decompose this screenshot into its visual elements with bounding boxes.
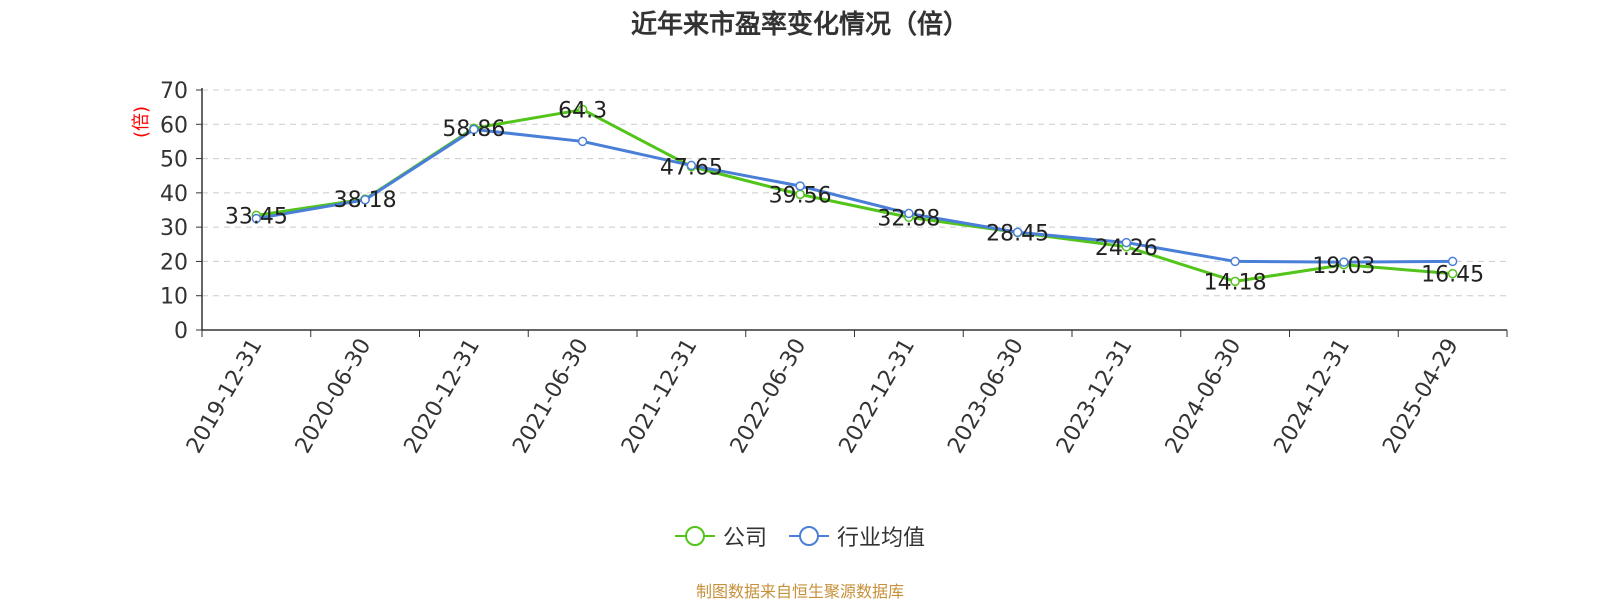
series-line-1 xyxy=(256,127,1453,264)
data-point xyxy=(577,136,588,147)
y-tick-label: 0 xyxy=(174,319,188,344)
y-tick-label: 20 xyxy=(160,250,188,275)
data-point xyxy=(686,160,697,171)
data-label: 58.86 xyxy=(442,117,505,142)
y-tick-label: 60 xyxy=(160,113,188,138)
data-label: 28.45 xyxy=(986,221,1049,246)
legend: 公司 行业均值 xyxy=(0,520,1600,552)
data-point xyxy=(795,181,805,191)
y-axis-label: (倍) xyxy=(131,106,152,138)
data-label: 24.26 xyxy=(1095,236,1158,261)
x-tick-label: 2021-06-30 xyxy=(508,335,594,458)
series-line-0 xyxy=(256,108,1453,283)
axes: 0 10 20 30 40 50 60 70 (倍) 2019-12-31 2020-06-30 20… xyxy=(131,79,1508,458)
data-point xyxy=(1012,227,1023,238)
x-tick-label: 2021-12-31 xyxy=(617,335,703,458)
data-label: 16.45 xyxy=(1421,263,1484,288)
data-label: 47.65 xyxy=(660,156,723,181)
x-tick-label: 2024-12-31 xyxy=(1269,335,1355,458)
legend-industry-icon xyxy=(789,526,829,546)
data-label: 38.18 xyxy=(334,188,397,213)
data-point xyxy=(1121,237,1132,248)
x-tick-label: 2023-06-30 xyxy=(943,335,1029,458)
x-tick-label: 2020-06-30 xyxy=(291,335,377,458)
legend-item-industry[interactable]: 行业均值 xyxy=(789,520,925,552)
x-tick-label: 2019-12-31 xyxy=(182,335,268,458)
data-point xyxy=(1447,268,1458,279)
y-tick-label: 50 xyxy=(160,148,188,173)
data-point xyxy=(251,213,262,224)
x-tick-label: 2022-06-30 xyxy=(726,335,812,458)
data-labels: 33.45 38.18 58.86 64.3 47.65 39.56 32.88 28.45 2… xyxy=(225,99,1484,296)
data-point xyxy=(1230,256,1240,267)
data-point xyxy=(577,104,588,115)
chart-title: 近年来市盈率变化情况（倍） xyxy=(630,10,969,40)
data-point xyxy=(1230,276,1240,287)
data-label: 32.88 xyxy=(877,206,940,231)
data-point xyxy=(360,194,370,205)
data-label: 39.56 xyxy=(769,183,832,208)
y-tick-label: 40 xyxy=(160,182,188,207)
x-tick-label: 2023-12-31 xyxy=(1052,335,1138,458)
data-label: 14.18 xyxy=(1204,270,1267,295)
data-point xyxy=(469,124,479,135)
x-tick-label: 2020-12-31 xyxy=(399,335,485,458)
series-lines xyxy=(251,104,1458,287)
data-point xyxy=(1447,256,1458,267)
x-tick-label: 2025-04-29 xyxy=(1378,335,1464,458)
data-label: 33.45 xyxy=(225,204,288,229)
data-label: 64.3 xyxy=(558,99,607,124)
legend-item-company[interactable]: 公司 xyxy=(674,520,767,552)
data-point xyxy=(1339,257,1349,267)
legend-company-icon xyxy=(674,526,715,546)
legend-company-label: 公司 xyxy=(722,526,767,551)
y-tick-label: 30 xyxy=(160,216,188,241)
data-label: 19.03 xyxy=(1312,254,1375,279)
y-tick-label: 70 xyxy=(160,79,188,104)
x-tick-label: 2024-06-30 xyxy=(1161,335,1247,458)
source-note: 制图数据来自恒生聚源数据库 xyxy=(695,582,904,601)
grid-lines xyxy=(202,89,1507,297)
legend-industry-label: 行业均值 xyxy=(837,526,926,551)
x-tick-label: 2022-12-31 xyxy=(834,335,920,458)
y-tick-label: 10 xyxy=(160,285,188,310)
data-point xyxy=(904,208,914,219)
